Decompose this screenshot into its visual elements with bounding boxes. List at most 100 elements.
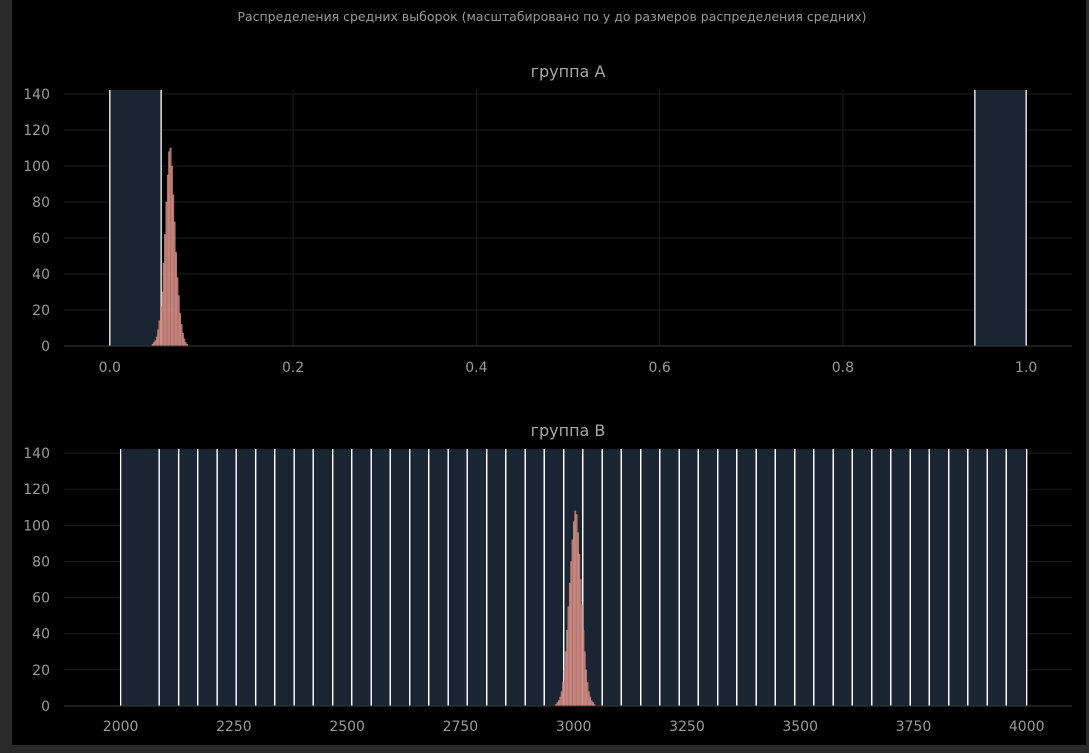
- histogram-bar: [175, 252, 177, 347]
- histogram-bar: [582, 629, 585, 707]
- y-tick-label: 120: [23, 123, 50, 139]
- y-tick-label: 60: [32, 591, 50, 607]
- interval-span: [775, 449, 795, 706]
- subplot-title-b: группа B: [531, 421, 606, 440]
- histogram-bar: [583, 651, 586, 707]
- y-tick-label: 100: [23, 159, 50, 175]
- histogram-bar: [586, 682, 589, 707]
- interval-span: [582, 449, 603, 706]
- interval-span: [974, 90, 1027, 346]
- interval-span: [255, 449, 275, 706]
- x-tick-label: 1.0: [1015, 360, 1037, 376]
- subplot-group-a: группа A 0 20 40 60 80 100 120 140 0.0 0.2 0.4 0.6 0…: [23, 62, 1072, 376]
- histogram-bar: [176, 277, 179, 347]
- histogram-bar: [567, 606, 570, 707]
- x-tick-label: 3750: [896, 719, 932, 735]
- interval-span: [109, 90, 162, 346]
- interval-span: [717, 449, 737, 706]
- histogram-bar: [579, 579, 582, 707]
- x-tick-label: 2750: [443, 719, 479, 735]
- interval-span: [332, 449, 352, 706]
- histogram-bar: [155, 336, 158, 347]
- interval-span: [467, 449, 487, 706]
- histogram-bar: [162, 263, 165, 347]
- interval-span: [756, 449, 776, 706]
- histogram-bar: [158, 320, 161, 347]
- histogram-bar: [182, 333, 184, 347]
- histogram-bar: [165, 201, 168, 347]
- interval-span: [390, 449, 410, 706]
- y-tick-label: 0: [41, 339, 50, 355]
- x-tick-label: 3250: [669, 719, 705, 735]
- histogram-bar: [154, 340, 157, 347]
- histogram-bar: [578, 554, 581, 707]
- x-tick-label: 0.0: [99, 360, 121, 376]
- interval-span: [448, 449, 468, 706]
- interval-span: [178, 449, 198, 706]
- histogram-bar: [592, 702, 594, 707]
- x-tick-label: 4000: [1009, 719, 1045, 735]
- histogram-bar: [562, 682, 564, 707]
- x-tick-label: 0.6: [649, 360, 671, 376]
- histogram-bar: [169, 147, 172, 347]
- y-tick-label: 40: [32, 267, 50, 283]
- histogram-bar: [581, 604, 583, 707]
- interval-span: [274, 449, 295, 706]
- histogram-bar: [180, 324, 183, 347]
- x-tick-label: 3500: [782, 719, 818, 735]
- histogram-bar: [559, 696, 562, 707]
- histogram-bar: [171, 165, 173, 347]
- histogram-bar: [173, 221, 176, 347]
- histogram-bar: [164, 234, 166, 347]
- histogram-bar: [177, 295, 180, 347]
- interval-span: [736, 449, 757, 706]
- histogram-bar: [183, 338, 186, 347]
- interval-span: [659, 449, 680, 706]
- interval-span: [679, 449, 699, 706]
- interval-span: [910, 449, 930, 706]
- interval-span: [409, 449, 429, 706]
- interval-span: [351, 449, 372, 706]
- grid-lines-a: [64, 90, 1072, 347]
- interval-span: [871, 449, 891, 706]
- histogram-bar: [587, 691, 590, 707]
- histogram-bar: [558, 700, 560, 707]
- histogram-bar: [585, 669, 588, 707]
- x-tick-label: 2000: [103, 719, 139, 735]
- histogram-bar: [161, 291, 164, 347]
- histogram-bar: [563, 669, 566, 707]
- x-tick-label: 0.8: [832, 360, 854, 376]
- interval-span: [120, 449, 160, 706]
- interval-span: [640, 449, 660, 706]
- x-tick-label: 2500: [329, 719, 365, 735]
- histogram-bar: [566, 629, 568, 707]
- y-tick-label: 80: [32, 195, 50, 211]
- interval-span: [159, 449, 179, 706]
- figure-title: Распределения средних выборок (масштабир…: [237, 9, 867, 24]
- histogram-bar: [577, 532, 579, 707]
- histogram-bar: [179, 313, 182, 347]
- histogram-a: [151, 147, 188, 347]
- interval-span: [967, 449, 988, 706]
- interval-span: [236, 449, 256, 706]
- interval-span: [813, 449, 834, 706]
- interval-span: [294, 449, 314, 706]
- histogram-bar: [589, 696, 592, 707]
- histogram-bar: [153, 342, 155, 347]
- interval-span: [852, 449, 872, 706]
- y-tick-label: 40: [32, 627, 50, 643]
- histogram-bar: [574, 510, 577, 707]
- interval-span: [948, 449, 968, 706]
- interval-span: [313, 449, 333, 706]
- y-tick-label: 80: [32, 554, 50, 570]
- interval-span: [371, 449, 391, 706]
- interval-spans-a: [109, 90, 1027, 346]
- histogram-bar: [564, 651, 567, 707]
- interval-span: [621, 449, 641, 706]
- subplot-title-a: группа A: [531, 62, 606, 81]
- interval-span: [525, 449, 545, 706]
- y-tick-label: 120: [23, 482, 50, 498]
- histogram-bar: [590, 700, 593, 707]
- interval-span: [833, 449, 853, 706]
